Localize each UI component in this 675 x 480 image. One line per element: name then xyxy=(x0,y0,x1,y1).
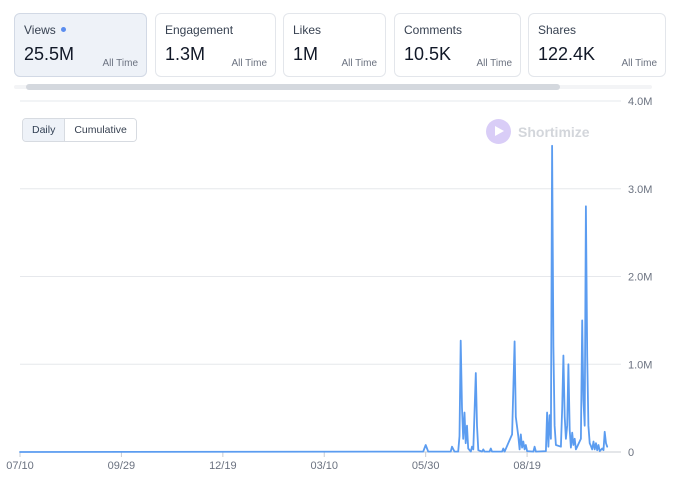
x-axis: 07/10 09/29 12/19 03/10 05/30 08/19 xyxy=(6,451,621,472)
x-tick-label: 03/10 xyxy=(310,460,338,472)
y-tick-label: 1.0M xyxy=(628,359,652,371)
metric-period: All Time xyxy=(476,58,512,69)
metric-label: Comments xyxy=(404,23,463,37)
metric-card-engagement[interactable]: Engagement 1.3M All Time xyxy=(155,13,276,77)
metric-period: All Time xyxy=(102,58,138,69)
metric-label: Views xyxy=(24,23,66,37)
shortimize-logo-icon xyxy=(486,119,511,144)
view-mode-toggle[interactable]: Daily Cumulative xyxy=(22,118,137,142)
chart-series xyxy=(19,144,609,453)
metric-card-likes[interactable]: Likes 1M All Time xyxy=(283,13,386,77)
metric-value: 25.5M xyxy=(24,44,75,64)
metric-period: All Time xyxy=(231,58,267,69)
scrollbar-thumb[interactable] xyxy=(26,84,560,90)
y-tick-label: 3.0M xyxy=(628,184,652,196)
metric-value: 1M xyxy=(293,44,319,64)
metric-value: 1.3M xyxy=(165,44,206,64)
active-dot-icon xyxy=(60,27,66,33)
cards-scrollbar[interactable] xyxy=(14,84,652,90)
metric-card-shares[interactable]: Shares 122.4K All Time xyxy=(528,13,666,77)
y-tick-label: 0 xyxy=(628,447,634,459)
watermark-text: Shortimize xyxy=(518,123,590,140)
views-series-line xyxy=(19,144,609,453)
metric-label: Shares xyxy=(538,23,577,37)
metric-period: All Time xyxy=(621,58,657,69)
x-tick-label: 05/30 xyxy=(412,460,440,472)
y-tick-label: 2.0M xyxy=(628,272,652,284)
x-tick-label: 09/29 xyxy=(108,460,136,472)
daily-toggle-button[interactable]: Daily xyxy=(23,119,66,141)
cumulative-toggle-button[interactable]: Cumulative xyxy=(65,119,136,141)
metric-value: 122.4K xyxy=(538,44,596,64)
metric-value: 10.5K xyxy=(404,44,452,64)
y-axis-labels: 0 1.0M 2.0M 3.0M 4.0M xyxy=(628,96,652,459)
watermark: Shortimize xyxy=(486,119,590,144)
metric-label: Likes xyxy=(293,23,322,37)
metric-label: Engagement xyxy=(165,23,234,37)
metric-card-views[interactable]: Views 25.5M All Time xyxy=(14,13,147,77)
chart-grid xyxy=(20,100,621,365)
y-tick-label: 4.0M xyxy=(628,96,652,108)
x-tick-label: 08/19 xyxy=(513,460,541,472)
metric-cards: Views 25.5M All Time Engagement 1.3M All… xyxy=(14,13,666,79)
x-tick-label: 12/19 xyxy=(209,460,237,472)
x-tick-label: 07/10 xyxy=(6,460,34,472)
metric-period: All Time xyxy=(341,58,377,69)
metric-card-comments[interactable]: Comments 10.5K All Time xyxy=(394,13,521,77)
